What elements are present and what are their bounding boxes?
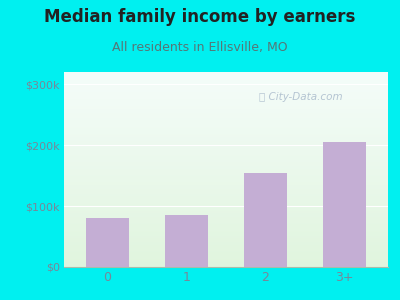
Bar bbox=[244, 172, 287, 267]
Bar bbox=[323, 142, 366, 267]
Bar bbox=[86, 218, 129, 267]
Bar bbox=[165, 215, 208, 267]
Text: All residents in Ellisville, MO: All residents in Ellisville, MO bbox=[112, 40, 288, 53]
Text: Median family income by earners: Median family income by earners bbox=[44, 8, 356, 26]
Text: ⓘ City-Data.com: ⓘ City-Data.com bbox=[259, 92, 342, 102]
